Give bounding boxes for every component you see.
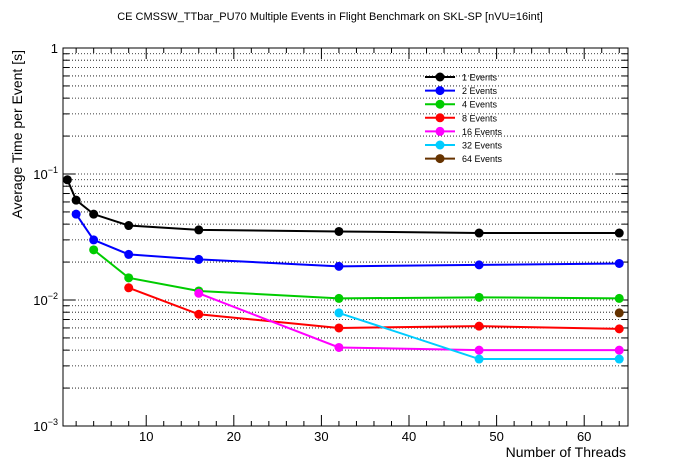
legend-label: 2 Events bbox=[462, 86, 498, 96]
y-tick-label: 10−1 bbox=[33, 165, 58, 182]
x-axis-label: Number of Threads bbox=[506, 444, 626, 460]
data-point bbox=[474, 345, 484, 355]
data-point bbox=[614, 308, 624, 318]
legend-marker bbox=[435, 154, 445, 164]
data-point bbox=[194, 225, 204, 235]
legend-label: 16 Events bbox=[462, 127, 503, 137]
data-point bbox=[474, 321, 484, 331]
y-tick-label: 10−2 bbox=[33, 291, 58, 308]
x-tick-label: 10 bbox=[139, 429, 153, 444]
x-tick-label: 30 bbox=[314, 429, 328, 444]
series-line bbox=[66, 179, 620, 235]
data-point bbox=[334, 308, 344, 318]
legend-marker bbox=[435, 72, 445, 82]
legend-marker bbox=[435, 86, 445, 96]
x-tick-label: 60 bbox=[577, 429, 591, 444]
data-point bbox=[71, 195, 81, 205]
data-point bbox=[614, 324, 624, 334]
legend-label: 8 Events bbox=[462, 113, 498, 123]
x-tick-label: 40 bbox=[402, 429, 416, 444]
data-point bbox=[334, 261, 344, 271]
series-line bbox=[93, 249, 620, 300]
grid-lines bbox=[63, 53, 628, 427]
data-point bbox=[614, 345, 624, 355]
data-point bbox=[474, 228, 484, 238]
y-tick-label: 1 bbox=[51, 41, 58, 56]
x-axis: 10 20 30 40 50 60 bbox=[75, 48, 620, 444]
legend-marker bbox=[435, 113, 445, 123]
legend-label: 4 Events bbox=[462, 100, 498, 110]
legend: 1 Events 2 Events 4 Events 8 Events 16 Event… bbox=[425, 72, 503, 164]
legend-label: 64 Events bbox=[462, 154, 503, 164]
data-point bbox=[474, 292, 484, 302]
data-point bbox=[124, 249, 134, 259]
legend-marker bbox=[435, 99, 445, 109]
series-line bbox=[198, 292, 620, 352]
data-point bbox=[89, 245, 99, 255]
data-point bbox=[62, 175, 72, 185]
data-point bbox=[614, 258, 624, 268]
data-point bbox=[194, 309, 204, 319]
data-point bbox=[614, 293, 624, 303]
data-point bbox=[614, 228, 624, 238]
data-point bbox=[71, 209, 81, 219]
x-tick-label: 20 bbox=[227, 429, 241, 444]
y-axis: 10−3 10−2 10−1 1 bbox=[33, 41, 628, 434]
data-point bbox=[194, 288, 204, 298]
chart-title: CE CMSSW_TTbar_PU70 Multiple Events in F… bbox=[117, 11, 543, 23]
data-point bbox=[124, 273, 134, 283]
legend-marker bbox=[435, 140, 445, 150]
x-tick-label: 50 bbox=[489, 429, 503, 444]
y-tick-label: 10−3 bbox=[33, 417, 58, 434]
legend-label: 1 Events bbox=[462, 73, 498, 83]
legend-label: 32 Events bbox=[462, 141, 503, 151]
legend-marker bbox=[435, 126, 445, 136]
data-point bbox=[474, 354, 484, 364]
data-point bbox=[194, 254, 204, 264]
data-point bbox=[124, 283, 134, 293]
data-point bbox=[334, 293, 344, 303]
data-point bbox=[334, 323, 344, 333]
y-axis-label: Average Time per Event [s] bbox=[9, 50, 25, 219]
data-point bbox=[89, 209, 99, 219]
plot-frame bbox=[62, 47, 629, 427]
series-layer bbox=[62, 175, 624, 364]
data-point bbox=[89, 235, 99, 245]
data-point bbox=[334, 342, 344, 352]
data-point bbox=[124, 221, 134, 231]
data-point bbox=[334, 226, 344, 236]
data-point bbox=[614, 354, 624, 364]
data-point bbox=[474, 260, 484, 270]
